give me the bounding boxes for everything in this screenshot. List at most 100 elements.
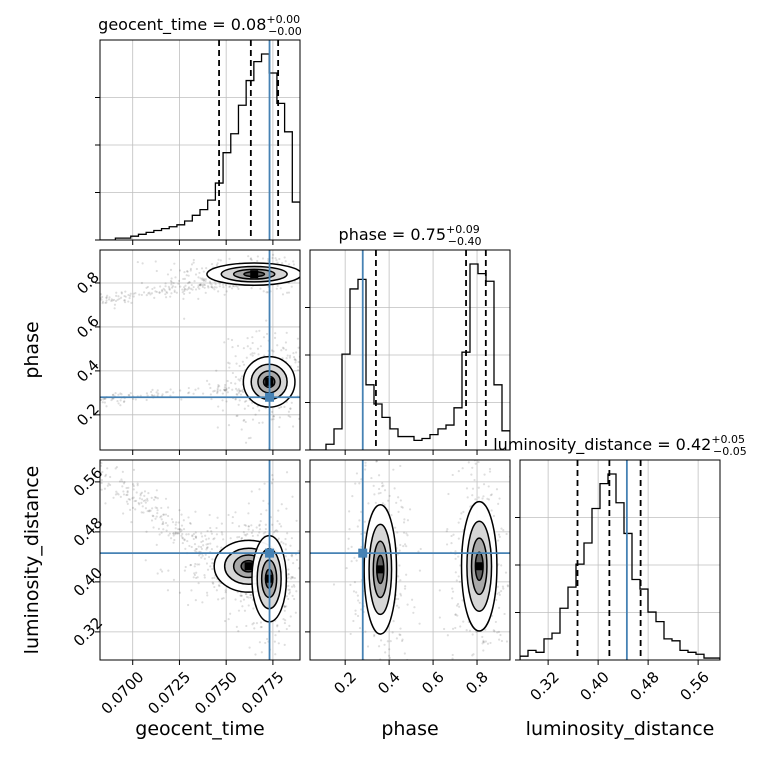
scatter-point: [473, 478, 476, 482]
scatter-point: [290, 285, 293, 288]
scatter-point: [187, 287, 190, 290]
scatter-point: [264, 531, 267, 534]
scatter-point: [230, 287, 234, 290]
scatter-point: [501, 585, 505, 588]
scatter-point: [161, 290, 164, 293]
scatter-point: [484, 628, 487, 631]
scatter-point: [289, 407, 292, 410]
scatter-point: [167, 569, 170, 572]
scatter-point: [183, 277, 187, 280]
scatter-point: [146, 394, 149, 397]
scatter-point: [483, 473, 486, 476]
scatter-point: [105, 405, 108, 408]
panel-geocent_time-vs-phase: 0.2 0.4 0.6 0.8: [73, 249, 301, 455]
scatter-point: [126, 493, 129, 496]
scatter-point: [204, 553, 207, 556]
scatter-point: [296, 365, 300, 368]
scatter-point: [201, 278, 204, 281]
scatter-point: [194, 273, 198, 276]
scatter-point: [492, 629, 495, 632]
scatter-point: [106, 467, 109, 470]
scatter-point: [139, 494, 142, 497]
panel-frame: [309, 459, 511, 661]
scatter-point: [263, 663, 265, 665]
x-tick-label: 0.4: [374, 668, 404, 698]
scatter-point: [245, 593, 248, 596]
scatter-point: [383, 489, 387, 492]
scatter-point: [438, 589, 441, 592]
scatter-point: [171, 521, 175, 524]
scatter-point: [216, 516, 219, 519]
scatter-point: [402, 521, 406, 524]
scatter-point: [166, 524, 169, 527]
scatter-point: [288, 624, 291, 627]
scatter-point: [217, 258, 220, 261]
scatter-point: [240, 389, 243, 393]
x-tick-label: 0.0725: [144, 668, 194, 718]
scatter-point: [251, 534, 254, 538]
scatter-point: [364, 630, 367, 633]
scatter-point: [285, 605, 288, 608]
scatter-point: [126, 502, 129, 505]
panel-geocent_time: geocent_time = 0.08+0.00 −0.00: [95, 13, 302, 245]
scatter-point: [454, 571, 457, 574]
scatter-point: [301, 593, 303, 595]
scatter-point: [164, 296, 168, 299]
scatter-point: [500, 527, 503, 530]
scatter-point: [237, 609, 241, 612]
scatter-point: [183, 569, 186, 572]
scatter-point: [496, 592, 499, 595]
scatter-point: [363, 520, 366, 523]
scatter-point: [389, 639, 392, 643]
density-peak: [244, 562, 253, 571]
scatter-point: [211, 561, 214, 565]
scatter-point: [382, 484, 385, 487]
scatter-point: [140, 501, 143, 505]
scatter-point: [203, 283, 207, 287]
scatter-point: [112, 298, 116, 302]
scatter-point: [283, 605, 286, 608]
scatter-point: [251, 407, 255, 410]
scatter-point: [276, 519, 279, 523]
scatter-point: [134, 292, 137, 295]
scatter-point: [467, 430, 469, 432]
scatter-point: [487, 485, 490, 488]
scatter-point: [396, 531, 399, 534]
scatter-point: [106, 294, 109, 297]
scatter-point: [203, 574, 206, 577]
scatter-point: [227, 513, 230, 517]
scatter-point: [349, 583, 352, 586]
scatter-point: [249, 257, 252, 261]
scatter-point: [192, 392, 195, 395]
scatter-point: [496, 699, 498, 701]
scatter-point: [155, 269, 158, 273]
scatter-point: [200, 540, 203, 544]
scatter-point: [471, 654, 474, 657]
scatter-point: [472, 653, 475, 656]
scatter-point: [180, 534, 183, 537]
scatter-point: [463, 455, 465, 457]
scatter-point: [467, 729, 469, 731]
scatter-point: [208, 513, 211, 517]
scatter-point: [418, 569, 422, 572]
scatter-point: [182, 286, 186, 289]
x-tick-label: 0.2: [330, 668, 360, 698]
scatter-point: [204, 291, 207, 294]
scatter-point: [157, 392, 160, 395]
scatter-point: [284, 341, 288, 344]
scatter-point: [234, 387, 238, 390]
scatter-point: [164, 285, 167, 288]
scatter-point: [132, 468, 136, 471]
scatter-point: [199, 277, 202, 280]
scatter-point: [119, 296, 123, 299]
scatter-point: [347, 537, 350, 540]
scatter-point: [177, 528, 180, 531]
scatter-point: [283, 256, 286, 259]
scatter-point: [419, 547, 422, 551]
scatter-point: [136, 484, 139, 487]
scatter-point: [101, 470, 104, 474]
scatter-point: [173, 290, 176, 294]
scatter-point: [186, 603, 190, 607]
scatter-point: [174, 285, 177, 289]
scatter-point: [188, 291, 191, 294]
